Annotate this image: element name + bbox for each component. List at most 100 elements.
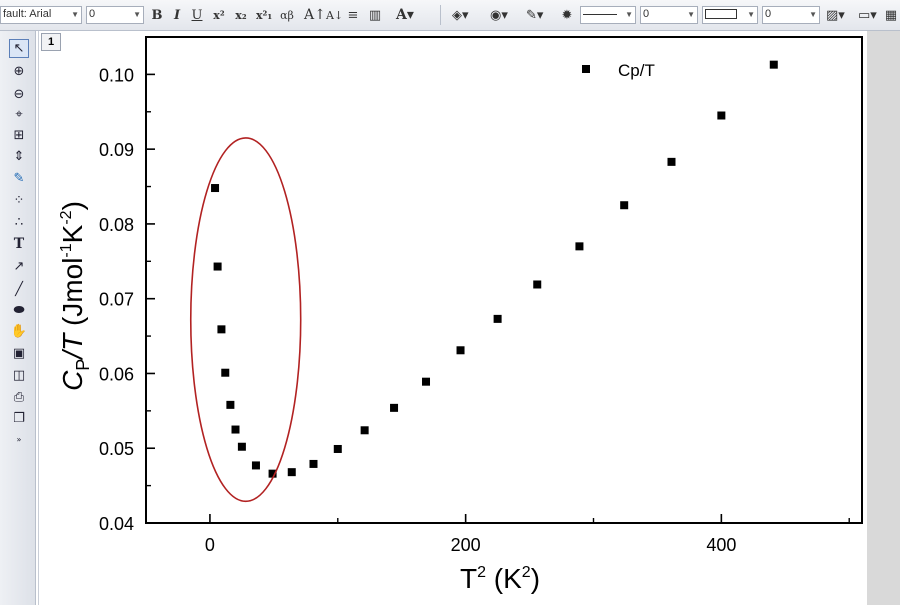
- data-point: [211, 184, 220, 193]
- layers-icon[interactable]: ❐: [13, 411, 25, 426]
- underline-button[interactable]: U: [190, 5, 204, 25]
- chevron-down-icon[interactable]: ▼: [71, 10, 79, 19]
- data-point: [268, 469, 277, 478]
- x-label-sup1: 2: [477, 564, 486, 581]
- y-tick-label: 0.09: [99, 140, 134, 160]
- x-tick-label: 0: [205, 535, 215, 555]
- y-tick-label: 0.07: [99, 290, 134, 310]
- toolbar-separator: [440, 5, 441, 25]
- fill-color-icon[interactable]: ◈▾: [452, 7, 469, 23]
- chevron-down-icon[interactable]: ▼: [687, 10, 695, 19]
- printer-icon[interactable]: ⎙: [13, 390, 25, 405]
- data-point: [390, 403, 399, 412]
- x-label-main: T: [460, 563, 477, 594]
- line-color-icon[interactable]: ✎▾: [526, 7, 544, 23]
- data-point: [333, 444, 342, 453]
- italic-button[interactable]: I: [170, 5, 184, 25]
- data-point: [620, 201, 629, 210]
- ellipse-tool-icon[interactable]: ⬬: [13, 303, 25, 318]
- legend: Cp/T: [582, 61, 655, 80]
- chevron-down-icon[interactable]: ▼: [133, 10, 141, 19]
- greek-icon[interactable]: αβ: [280, 8, 294, 22]
- border-width-combo[interactable]: 0 ▼: [762, 6, 820, 24]
- decrease-font-icon[interactable]: A↓: [326, 8, 344, 22]
- increase-font-icon[interactable]: A↑: [304, 7, 326, 23]
- format-toolbar: fault: Arial ▼ 0 ▼ B I U x² x₂ x²₁ αβ A↑…: [0, 0, 900, 31]
- y-axis-label: CP/T (Jmol-1K-2): [57, 201, 93, 391]
- superscript-icon[interactable]: x²: [213, 8, 225, 22]
- mask-points-icon[interactable]: ⁘: [13, 193, 25, 208]
- text-tool-icon[interactable]: T: [13, 235, 25, 252]
- screen-reader-icon[interactable]: ⌖: [15, 107, 23, 122]
- y-tick-label: 0.08: [99, 215, 134, 235]
- data-point: [251, 461, 260, 470]
- data-point: [456, 346, 465, 355]
- data-point: [360, 426, 369, 435]
- bold-button[interactable]: B: [150, 5, 164, 25]
- data-reader-icon[interactable]: ⊞: [13, 128, 25, 143]
- subscript-icon[interactable]: x₂: [235, 8, 247, 22]
- chevron-down-icon[interactable]: ▼: [625, 10, 633, 19]
- pattern-icon[interactable]: ▥: [368, 7, 382, 23]
- x-tick-label: 400: [706, 535, 736, 555]
- layer-tab[interactable]: 1: [41, 33, 61, 51]
- layer-number: 1: [47, 36, 55, 48]
- y-label-sub: P: [73, 359, 93, 371]
- zoom-in-icon[interactable]: ⊕: [13, 64, 25, 79]
- zoom-out-icon[interactable]: ⊖: [13, 87, 25, 102]
- data-point: [667, 157, 676, 166]
- light-icon[interactable]: ✹: [561, 7, 573, 23]
- border-style-combo[interactable]: ▼: [702, 6, 758, 24]
- bold-label: B: [151, 7, 163, 23]
- y-label-sup1: -1: [58, 243, 75, 257]
- hand-icon[interactable]: ✋: [10, 324, 28, 339]
- table-icon[interactable]: ▦: [884, 7, 898, 23]
- data-point: [422, 377, 431, 386]
- workspace-background: [867, 31, 900, 605]
- x-label-sup2: 2: [522, 564, 531, 581]
- data-point: [287, 468, 296, 477]
- chevron-down-icon[interactable]: ▼: [809, 10, 817, 19]
- font-color-icon[interactable]: A▾: [396, 7, 414, 23]
- hatch-icon[interactable]: ▨▾: [826, 7, 845, 23]
- line-style-combo[interactable]: ▼: [580, 6, 636, 24]
- supersubscript-icon[interactable]: x²₁: [256, 8, 273, 22]
- scatter-tool-icon[interactable]: ∴: [14, 215, 24, 230]
- y-tick-label: 0.05: [99, 439, 134, 459]
- data-point: [309, 459, 318, 468]
- legend-label: Cp/T: [618, 61, 655, 80]
- data-point: [769, 60, 778, 69]
- chevron-down-icon[interactable]: ▼: [747, 10, 755, 19]
- align-icon[interactable]: ≡: [347, 7, 359, 23]
- y-tick-label: 0.04: [99, 514, 134, 534]
- y-label-mid: (Jmol: [57, 258, 88, 334]
- graph-icon[interactable]: ◫: [12, 368, 26, 383]
- legend-marker-icon: [582, 65, 590, 73]
- y-label-slash: /T: [57, 332, 88, 361]
- italic-label: I: [173, 7, 181, 23]
- graph-page[interactable]: 1: [38, 31, 868, 605]
- region-icon[interactable]: ▣: [12, 346, 26, 361]
- font-name-value: fault: Arial: [3, 8, 52, 20]
- y-label-k: K: [57, 224, 88, 243]
- expand-icon[interactable]: »: [16, 435, 22, 444]
- tools-toolbar: ↖ ⊕ ⊖ ⌖ ⊞ ⇕ ✎ ⁘ ∴ T ↗ ╱ ⬬ ✋ ▣ ◫ ⎙ ❐ »: [0, 31, 36, 605]
- data-selector-icon[interactable]: ⇕: [13, 149, 25, 164]
- line-width-combo[interactable]: 0 ▼: [640, 6, 698, 24]
- arrow-tool-icon[interactable]: ↗: [13, 259, 25, 274]
- data-point: [221, 368, 230, 377]
- x-label-mid: (K: [486, 563, 522, 594]
- pattern-color-icon[interactable]: ◉▾: [490, 7, 508, 23]
- y-label-c: C: [57, 370, 88, 391]
- line-width-value: 0: [643, 8, 650, 20]
- draw-data-icon[interactable]: ✎: [13, 171, 25, 186]
- font-name-combo[interactable]: fault: Arial ▼: [0, 6, 82, 24]
- font-size-combo[interactable]: 0 ▼: [86, 6, 144, 24]
- pointer-icon[interactable]: ↖: [9, 39, 29, 58]
- line-tool-icon[interactable]: ╱: [15, 282, 23, 297]
- data-point: [533, 280, 542, 289]
- border-icon[interactable]: ▭▾: [858, 7, 877, 23]
- plot-frame: [145, 36, 863, 524]
- data-point: [237, 442, 246, 451]
